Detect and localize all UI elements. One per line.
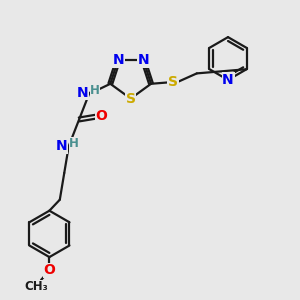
Text: H: H — [90, 84, 100, 97]
Text: N: N — [112, 53, 124, 67]
Text: O: O — [44, 263, 55, 278]
Text: N: N — [222, 73, 234, 87]
Text: O: O — [95, 110, 107, 124]
Text: S: S — [126, 92, 136, 106]
Text: N: N — [137, 53, 149, 67]
Text: S: S — [168, 75, 178, 89]
Text: H: H — [69, 137, 79, 150]
Text: N: N — [76, 86, 88, 100]
Text: N: N — [56, 139, 67, 153]
Text: CH₃: CH₃ — [25, 280, 49, 293]
